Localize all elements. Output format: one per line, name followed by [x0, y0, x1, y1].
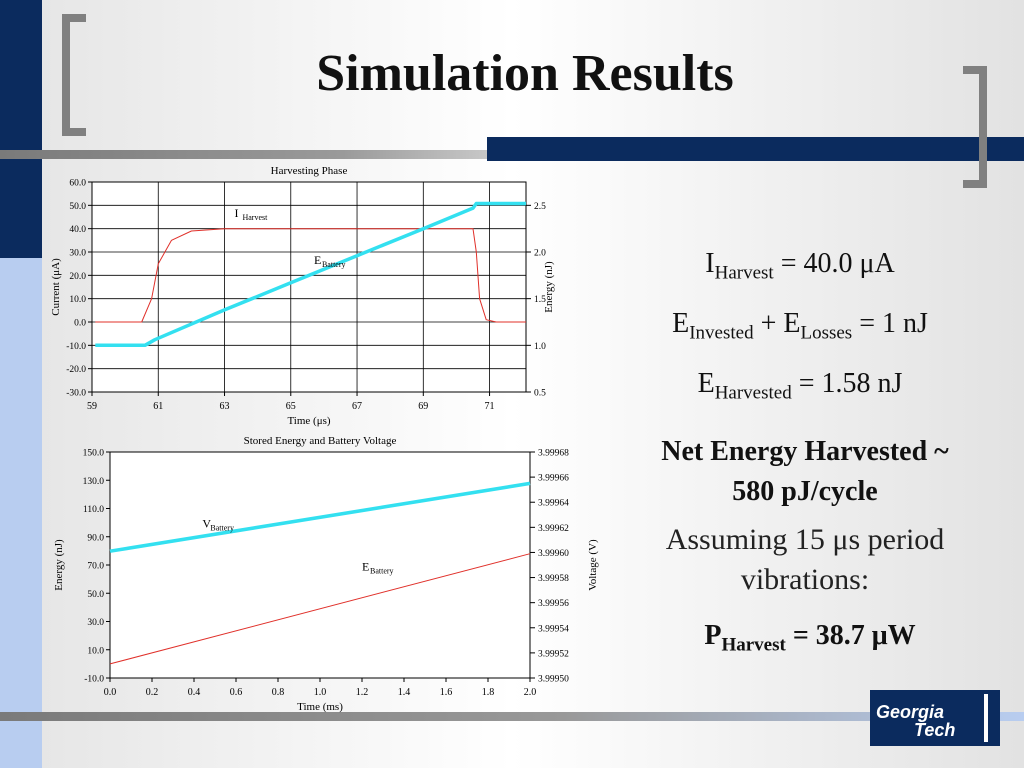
chart2-y2tick-label: 3.99958 — [538, 574, 569, 584]
chart2-y2tick-label: 3.99964 — [538, 499, 569, 509]
chart2-ytick-label: 30.0 — [87, 618, 104, 628]
chart2-xtick-label: 0.4 — [188, 687, 201, 698]
chart1-ytick-label: 0.0 — [74, 319, 86, 329]
chart2-xtick-label: 0.8 — [272, 687, 285, 698]
chart2-series-label-sub: Battery — [210, 523, 234, 532]
chart2-ytick-label: -10.0 — [84, 675, 104, 685]
georgia-tech-logo: Georgia Tech — [870, 690, 1000, 746]
chart2-y2tick-label: 3.99952 — [538, 649, 569, 659]
chart1-xtick-label: 71 — [485, 401, 495, 412]
chart2-y2tick-label: 3.99968 — [538, 449, 569, 459]
left-accent-bar-bottom — [0, 258, 42, 768]
chart2-series-ebattery — [109, 553, 531, 665]
chart1-y2tick-label: 2.5 — [534, 202, 546, 212]
eq-p-harvest: PHarvest = 38.7 μW — [704, 620, 916, 656]
chart2-xlabel: Time (ms) — [297, 701, 343, 713]
net-energy-line2: 580 pJ/cycle — [732, 476, 878, 507]
chart2-plot-area — [109, 451, 531, 679]
chart1-y2tick-label: 1.0 — [534, 342, 546, 352]
chart2-ylabel: Energy (nJ) — [53, 539, 65, 591]
chart1-xtick-label: 63 — [220, 401, 230, 412]
chart1-series-iharvest — [95, 228, 526, 323]
chart2-ytick-label: 50.0 — [87, 590, 104, 600]
chart2-xtick-label: 1.4 — [398, 687, 411, 698]
chart1-xtick-label: 65 — [286, 401, 296, 412]
chart2-ytick-label: 110.0 — [83, 505, 104, 515]
chart1-series-ebattery — [95, 201, 526, 348]
net-energy-text: Net Energy Harvested ~ 580 pJ/cycle — [620, 432, 990, 512]
chart1-xtick-label: 67 — [352, 401, 362, 412]
title-underline-navy — [487, 137, 1024, 161]
chart1-y2tick-label: 2.0 — [534, 249, 546, 259]
chart2-xtick-label: 1.6 — [440, 687, 453, 698]
slide-title: Simulation Results — [316, 45, 734, 102]
logo-line1: Georgia — [876, 702, 945, 722]
chart2-y2tick-label: 3.99966 — [538, 474, 569, 484]
eq-e-harvested: EHarvested = 1.58 nJ — [697, 368, 903, 404]
chart1-xlabel: Time (μs) — [287, 415, 330, 427]
chart1-y2label: Energy (nJ) — [543, 261, 555, 313]
chart2-series-label-sub: Battery — [370, 567, 394, 576]
chart2-xtick-label: 0.0 — [104, 687, 117, 698]
chart2-y2tick-label: 3.99962 — [538, 524, 569, 534]
footer-line — [0, 712, 1024, 721]
chart2-y2tick-label: 3.99950 — [538, 675, 569, 685]
chart2-xtick-label: 0.6 — [230, 687, 243, 698]
chart2-ytick-label: 130.0 — [83, 477, 105, 487]
chart2-xtick-label: 1.0 — [314, 687, 327, 698]
chart2-xtick-label: 1.2 — [356, 687, 369, 698]
chart2-y2label: Voltage (V) — [587, 539, 599, 591]
chart1-y2tick-label: 1.5 — [534, 295, 546, 305]
assumption-line1: Assuming 15 μs period — [665, 523, 945, 556]
assumption-text: Assuming 15 μs period vibrations: — [620, 520, 990, 600]
chart1-series-label-sub: Harvest — [242, 213, 268, 222]
chart2-series-vbattery — [109, 481, 531, 553]
left-accent-bar-top — [0, 0, 42, 258]
chart2-series-label-main: V — [202, 516, 211, 530]
chart2-ytick-label: 70.0 — [87, 562, 104, 572]
right-bracket-decoration — [963, 66, 987, 188]
chart2-xtick-label: 2.0 — [524, 687, 537, 698]
assumption-line2: vibrations: — [740, 563, 870, 596]
chart1-xtick-label: 69 — [418, 401, 428, 412]
chart1-ytick-label: 30.0 — [69, 249, 86, 259]
chart1-ytick-label: 50.0 — [69, 202, 86, 212]
eq-i-harvest: IHarvest = 40.0 μA — [705, 248, 895, 284]
left-bracket-decoration — [62, 14, 86, 136]
chart1-y2tick-label: 0.5 — [534, 389, 546, 399]
chart2-ytick-label: 10.0 — [87, 646, 104, 656]
chart1-series-label-main: I — [234, 206, 238, 220]
chart2-y2tick-label: 3.99956 — [538, 599, 569, 609]
logo-line2: Tech — [914, 720, 956, 740]
chart2-xtick-label: 0.2 — [146, 687, 159, 698]
chart1-ytick-label: 40.0 — [69, 225, 86, 235]
chart1-ytick-label: 60.0 — [69, 179, 86, 189]
chart1-xtick-label: 61 — [153, 401, 163, 412]
chart1-title: Harvesting Phase — [271, 165, 348, 177]
chart1-series-label-sub: Battery — [322, 260, 346, 269]
chart2-ytick-label: 90.0 — [87, 533, 104, 543]
chart1-xtick-label: 59 — [87, 401, 97, 412]
chart2-ytick-label: 150.0 — [83, 449, 105, 459]
chart2-series-label-main: E — [362, 560, 369, 574]
chart1-ytick-label: 20.0 — [69, 272, 86, 282]
chart1-ytick-label: -30.0 — [66, 389, 86, 399]
logo-tower-icon — [984, 694, 988, 742]
chart1-ylabel: Current (μA) — [50, 258, 62, 316]
chart1-ytick-label: 10.0 — [69, 295, 86, 305]
chart1-series-label-main: E — [314, 253, 321, 267]
chart1-ytick-label: -10.0 — [66, 342, 86, 352]
chart1-ytick-label: -20.0 — [66, 365, 86, 375]
net-energy-line1: Net Energy Harvested ~ — [661, 436, 949, 467]
chart2-title: Stored Energy and Battery Voltage — [244, 435, 397, 447]
chart2-xtick-label: 1.8 — [482, 687, 495, 698]
title-underline-gray — [0, 150, 490, 159]
chart2-y2tick-label: 3.99954 — [538, 624, 569, 634]
chart2-y2tick-label: 3.99960 — [538, 549, 569, 559]
eq-e-invested: EInvested + ELosses = 1 nJ — [672, 308, 928, 344]
